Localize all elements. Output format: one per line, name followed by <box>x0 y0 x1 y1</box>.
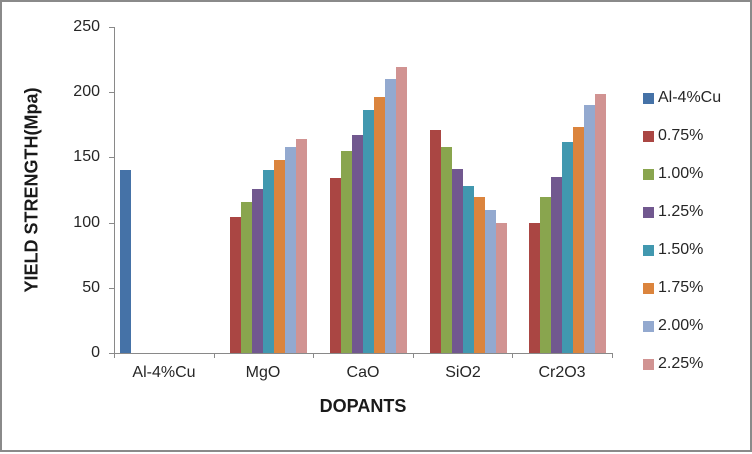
bar <box>551 177 562 353</box>
legend-item: 2.00% <box>643 316 703 336</box>
bar <box>252 189 263 353</box>
x-tick-mark <box>114 353 115 358</box>
legend-swatch <box>643 358 654 370</box>
legend-swatch <box>643 206 654 218</box>
legend-label: 1.50% <box>658 241 704 258</box>
bar <box>330 178 341 353</box>
y-tick-label: 50 <box>82 279 100 296</box>
x-category-label: CaO <box>346 364 380 381</box>
bar <box>385 79 396 353</box>
y-tick-label: 0 <box>91 344 100 361</box>
y-tick-label: 250 <box>73 18 100 35</box>
legend-label: 2.25% <box>658 355 704 372</box>
y-tick-mark <box>109 92 114 93</box>
y-axis-line <box>114 27 115 354</box>
x-tick-mark <box>413 353 414 358</box>
legend-item: 1.75% <box>643 278 703 298</box>
y-tick-label: 100 <box>73 214 100 231</box>
bar <box>529 223 540 353</box>
x-category-label: Cr2O3 <box>538 364 586 381</box>
legend-swatch <box>643 244 654 256</box>
y-tick-label: 150 <box>73 148 100 165</box>
bar <box>496 223 507 353</box>
bar <box>274 160 285 353</box>
bar <box>285 147 296 353</box>
bar <box>562 142 573 353</box>
bar <box>396 67 407 353</box>
bar <box>441 147 452 353</box>
bar <box>430 130 441 353</box>
y-tick-label: 200 <box>73 83 100 100</box>
bar <box>374 97 385 353</box>
legend-item: 0.75% <box>643 126 703 146</box>
legend-swatch <box>643 92 654 104</box>
legend-label: 1.25% <box>658 203 704 220</box>
x-axis-line <box>114 353 613 354</box>
legend-swatch <box>643 130 654 142</box>
legend-label: 1.75% <box>658 279 704 296</box>
bar <box>463 186 474 353</box>
bar <box>452 169 463 353</box>
y-tick-mark <box>109 223 114 224</box>
x-tick-mark <box>313 353 314 358</box>
y-tick-mark <box>109 157 114 158</box>
bar <box>120 170 131 353</box>
bar <box>485 210 496 353</box>
legend-label: 0.75% <box>658 127 704 144</box>
bar <box>573 127 584 353</box>
bar <box>363 110 374 353</box>
bar <box>263 170 274 353</box>
legend-swatch <box>643 282 654 294</box>
x-category-label: Al-4%Cu <box>132 364 196 381</box>
bar <box>474 197 485 353</box>
x-category-label: MgO <box>245 364 281 381</box>
legend-label: Al-4%Cu <box>658 89 722 106</box>
bar <box>540 197 551 353</box>
legend-label: 2.00% <box>658 317 704 334</box>
y-tick-mark <box>109 27 114 28</box>
y-tick-mark <box>109 288 114 289</box>
bar <box>352 135 363 353</box>
x-axis-title: DOPANTS <box>319 396 407 416</box>
legend-swatch <box>643 168 654 180</box>
legend-item: 1.50% <box>643 240 703 260</box>
bar <box>341 151 352 353</box>
legend-item: 1.25% <box>643 202 703 222</box>
x-tick-mark <box>214 353 215 358</box>
legend-item: 2.25% <box>643 354 703 374</box>
x-category-label: SiO2 <box>445 364 481 381</box>
bar <box>296 139 307 353</box>
bar <box>230 217 241 353</box>
x-tick-mark <box>612 353 613 358</box>
x-tick-mark <box>512 353 513 358</box>
legend-item: Al-4%Cu <box>643 88 721 108</box>
bar <box>595 94 606 353</box>
legend-label: 1.00% <box>658 165 704 182</box>
legend-swatch <box>643 320 654 332</box>
bar <box>241 202 252 353</box>
y-tick-mark <box>109 353 114 354</box>
bar <box>584 105 595 353</box>
legend-item: 1.00% <box>643 164 703 184</box>
